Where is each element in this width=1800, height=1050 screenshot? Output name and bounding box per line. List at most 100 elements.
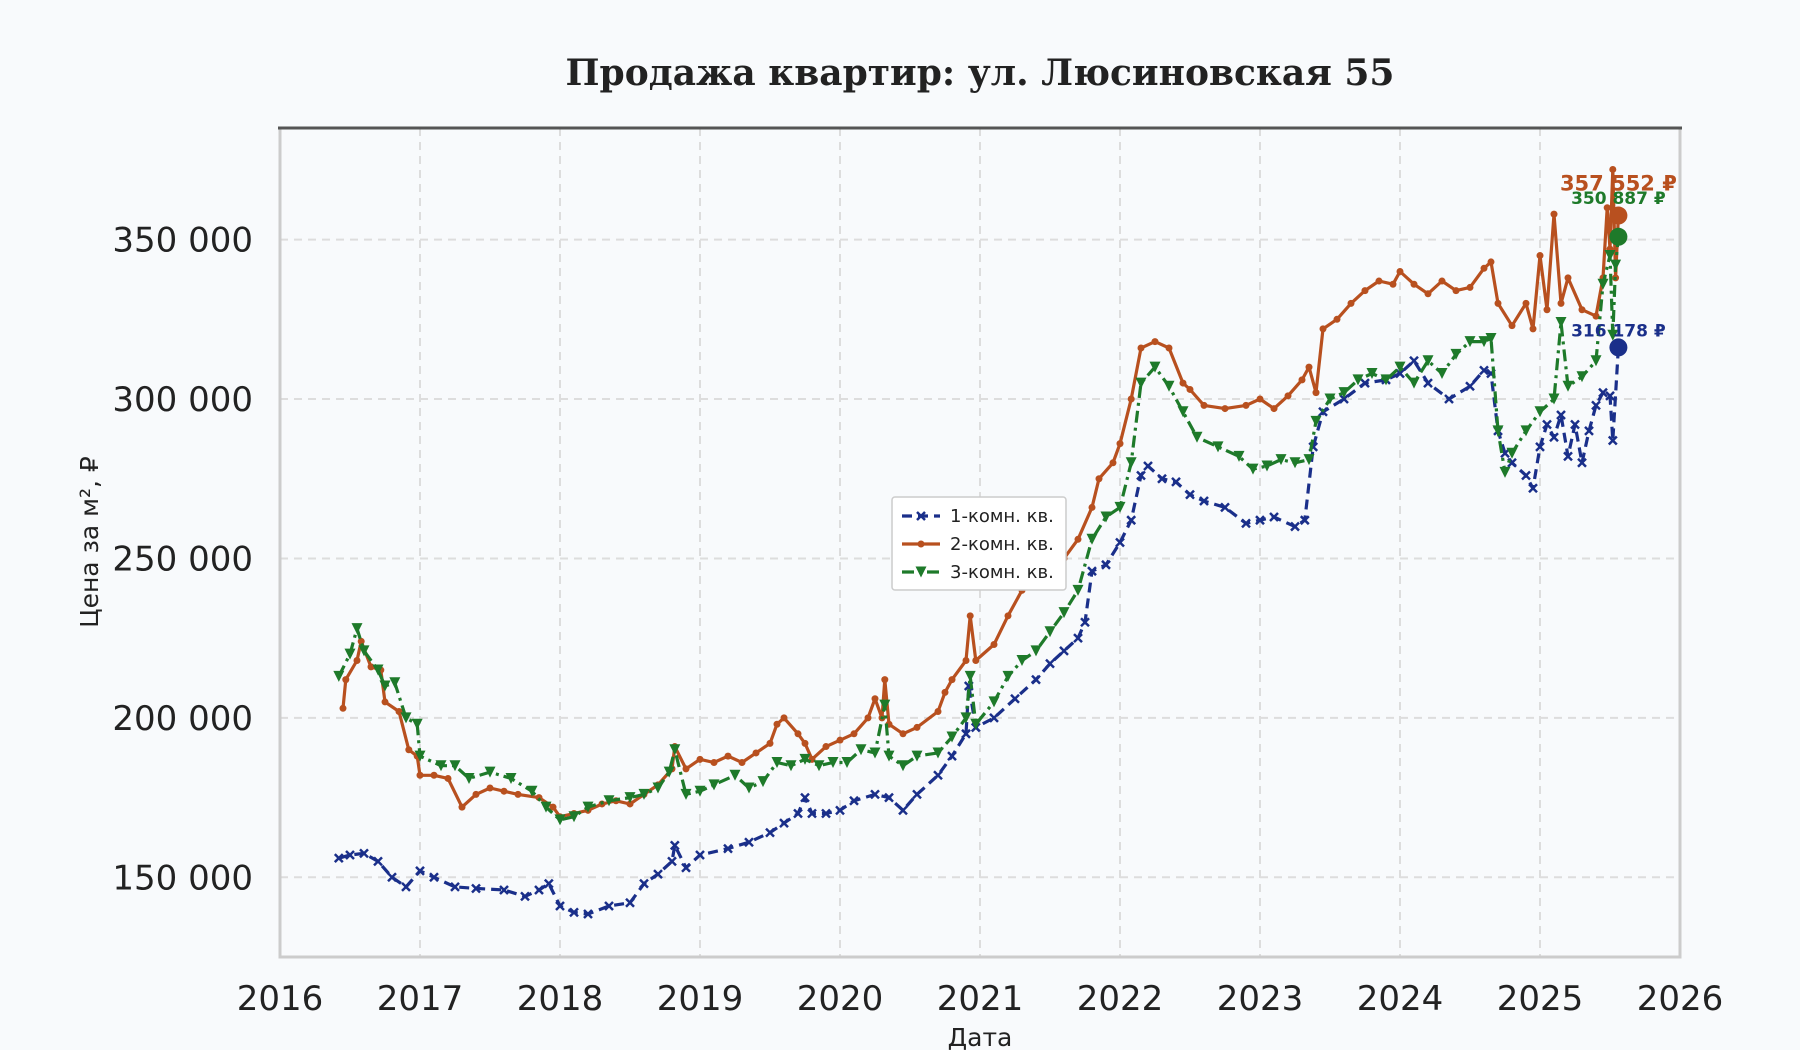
- data-point: [653, 869, 663, 879]
- data-point: [1422, 355, 1434, 367]
- data-point: [1508, 322, 1516, 330]
- data-point: [1002, 670, 1014, 682]
- data-point: [1324, 393, 1336, 405]
- data-point: [1576, 371, 1588, 383]
- data-point: [962, 656, 970, 664]
- data-point: [624, 792, 636, 804]
- label-layer: 316 178 ₽ 357 552 ₽350 887 ₽: [1560, 172, 1677, 342]
- data-point: [458, 803, 466, 811]
- data-point: [933, 770, 943, 781]
- data-point: [1521, 470, 1531, 481]
- x-tick-label: 2023: [1217, 979, 1304, 1019]
- data-point: [603, 795, 615, 807]
- data-point: [472, 790, 480, 798]
- data-point: [626, 800, 634, 808]
- data-point: [1185, 489, 1195, 500]
- data-point: [989, 712, 999, 723]
- series-layer: [333, 165, 1628, 919]
- data-point: [970, 718, 982, 730]
- data-point: [344, 648, 356, 660]
- data-point: [652, 782, 664, 794]
- legend-marker: [916, 511, 926, 521]
- x-axis-label: Дата: [948, 1023, 1013, 1050]
- data-point: [696, 755, 704, 763]
- legend-label: 1-комн. кв.: [950, 506, 1054, 527]
- data-point: [1590, 355, 1602, 367]
- data-point: [471, 883, 481, 894]
- data-point: [1074, 535, 1082, 543]
- series-line: [338, 347, 1620, 916]
- data-point: [1031, 674, 1041, 685]
- data-point: [827, 757, 839, 769]
- data-point: [1284, 392, 1292, 400]
- data-point: [757, 776, 769, 788]
- data-point: [964, 670, 976, 682]
- data-point: [849, 795, 859, 806]
- data-point: [333, 853, 344, 864]
- data-point: [946, 731, 958, 743]
- data-point: [1179, 379, 1187, 387]
- data-point: [1444, 394, 1454, 404]
- data-point: [1191, 431, 1203, 443]
- legend-item: 1-комн. кв.: [902, 506, 1054, 527]
- data-point: [1116, 440, 1124, 448]
- data-point: [450, 881, 460, 892]
- data-point: [1607, 329, 1619, 341]
- data-point: [430, 771, 438, 779]
- legend-label: 2-комн. кв.: [950, 534, 1054, 555]
- data-point: [941, 688, 949, 696]
- y-tick-label: 250 000: [112, 539, 253, 579]
- legend-item: 2-комн. кв.: [902, 534, 1054, 555]
- data-point: [1298, 376, 1306, 384]
- data-point: [372, 664, 384, 676]
- data-point: [1555, 316, 1567, 328]
- data-point: [1610, 259, 1622, 271]
- data-point: [1136, 470, 1146, 481]
- data-point: [988, 696, 1000, 708]
- data-point: [1333, 315, 1341, 323]
- data-point: [415, 866, 425, 876]
- data-point: [1087, 566, 1097, 577]
- data-point: [1109, 459, 1117, 467]
- data-point: [1534, 406, 1546, 418]
- data-point: [1450, 348, 1462, 360]
- legend-marker: [917, 540, 925, 548]
- legend-label: 3-комн. кв.: [950, 562, 1054, 583]
- data-point: [1506, 447, 1518, 459]
- data-point: [387, 872, 397, 883]
- data-point: [1389, 280, 1397, 288]
- data-point: [972, 656, 980, 664]
- data-point: [582, 801, 594, 813]
- data-point: [1186, 385, 1194, 393]
- data-point: [1135, 377, 1147, 389]
- end-value-label: 357 552 ₽: [1560, 172, 1677, 196]
- data-point: [766, 739, 774, 747]
- data-point: [499, 885, 509, 895]
- data-point: [869, 747, 881, 759]
- data-point: [1578, 306, 1586, 314]
- data-point: [1577, 457, 1587, 468]
- data-point: [913, 723, 921, 731]
- data-point: [1499, 466, 1511, 478]
- data-point: [960, 712, 972, 724]
- data-point: [884, 792, 894, 803]
- x-tick-label: 2017: [377, 979, 464, 1019]
- data-point: [681, 862, 691, 873]
- data-point: [708, 779, 720, 791]
- data-point: [1375, 277, 1383, 285]
- data-point: [1275, 454, 1287, 466]
- data-point: [514, 790, 522, 798]
- data-point: [373, 856, 383, 867]
- data-point: [841, 757, 853, 769]
- data-point: [1221, 405, 1229, 413]
- data-point: [1080, 617, 1090, 628]
- data-point: [807, 808, 817, 819]
- series-2: [339, 165, 1628, 821]
- data-point: [1361, 287, 1369, 295]
- data-point: [463, 772, 475, 784]
- data-point: [1171, 477, 1181, 487]
- data-point: [1114, 501, 1126, 513]
- data-point: [1609, 165, 1617, 173]
- data-point: [1086, 533, 1098, 545]
- data-point: [1603, 204, 1611, 212]
